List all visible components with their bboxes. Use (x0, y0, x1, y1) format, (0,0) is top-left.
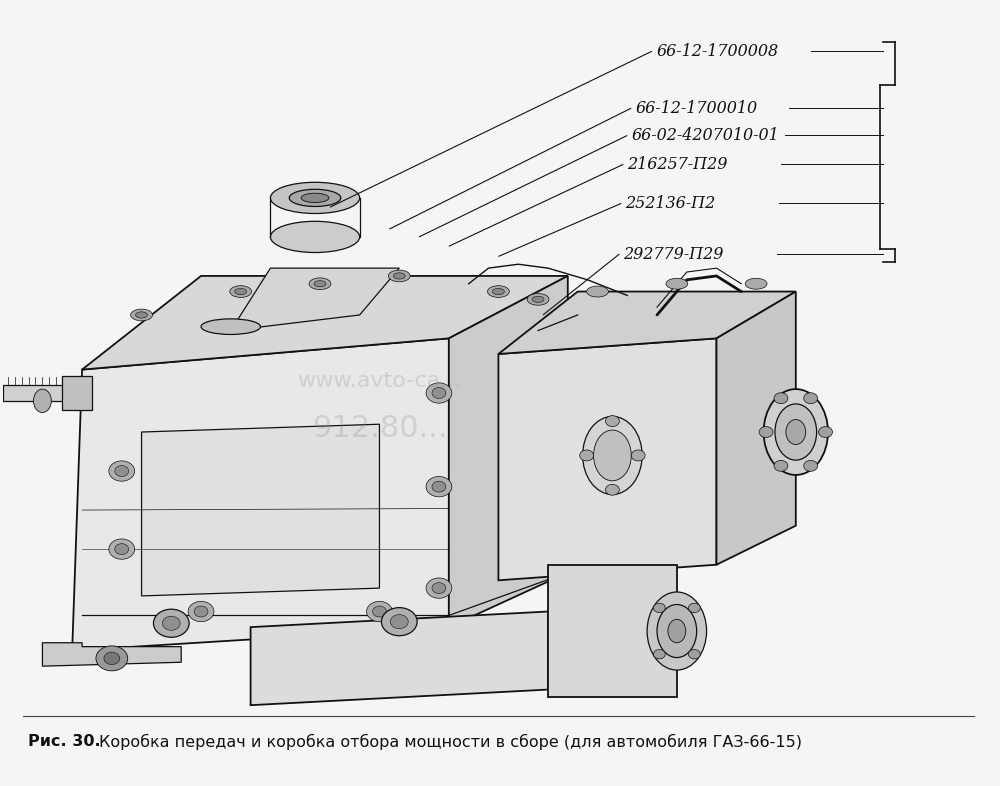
Circle shape (115, 544, 129, 555)
Circle shape (653, 649, 665, 659)
Circle shape (96, 646, 128, 670)
Ellipse shape (270, 182, 360, 214)
Polygon shape (251, 612, 548, 705)
Polygon shape (548, 580, 627, 689)
Circle shape (819, 427, 832, 438)
Ellipse shape (666, 278, 688, 289)
Polygon shape (231, 268, 399, 331)
Ellipse shape (235, 288, 247, 295)
Polygon shape (498, 338, 716, 580)
Circle shape (115, 465, 129, 476)
Circle shape (688, 603, 700, 612)
Circle shape (109, 461, 135, 481)
Ellipse shape (309, 278, 331, 289)
Ellipse shape (764, 389, 828, 475)
Text: 216257-П29: 216257-П29 (627, 156, 728, 173)
Circle shape (631, 450, 645, 461)
Circle shape (605, 416, 619, 427)
Circle shape (367, 601, 392, 622)
Circle shape (426, 476, 452, 497)
Circle shape (162, 616, 180, 630)
Circle shape (188, 601, 214, 622)
Text: Рис. 30.: Рис. 30. (28, 734, 100, 749)
Ellipse shape (201, 319, 261, 335)
Ellipse shape (289, 189, 341, 207)
Polygon shape (72, 338, 449, 651)
Ellipse shape (594, 430, 631, 481)
Circle shape (759, 427, 773, 438)
Text: Коробка передач и коробка отбора мощности в сборе (для автомобиля ГАЗ-66-15): Коробка передач и коробка отбора мощност… (99, 734, 802, 750)
Circle shape (653, 603, 665, 612)
Circle shape (688, 649, 700, 659)
Circle shape (774, 393, 788, 404)
Circle shape (390, 615, 408, 629)
Circle shape (804, 393, 818, 404)
Text: 912.80...: 912.80... (312, 413, 447, 443)
Text: 292779-П29: 292779-П29 (623, 245, 724, 263)
Text: www.avto-са...: www.avto-са... (297, 371, 462, 391)
Ellipse shape (532, 296, 544, 303)
Ellipse shape (647, 592, 707, 670)
Polygon shape (82, 276, 568, 369)
Ellipse shape (230, 285, 252, 297)
Ellipse shape (492, 288, 504, 295)
Ellipse shape (786, 420, 806, 445)
Text: 66-12-1700010: 66-12-1700010 (635, 100, 757, 116)
Circle shape (804, 461, 818, 472)
Ellipse shape (775, 404, 817, 460)
Circle shape (432, 582, 446, 593)
Polygon shape (498, 292, 796, 354)
Ellipse shape (34, 389, 51, 413)
Circle shape (153, 609, 189, 637)
Circle shape (109, 539, 135, 559)
Polygon shape (3, 385, 82, 401)
Ellipse shape (314, 281, 326, 287)
Ellipse shape (657, 604, 697, 658)
Ellipse shape (583, 417, 642, 494)
Polygon shape (449, 276, 568, 627)
Circle shape (426, 578, 452, 598)
Text: 252136-П2: 252136-П2 (625, 195, 716, 212)
Ellipse shape (301, 193, 329, 203)
Polygon shape (42, 643, 181, 667)
Ellipse shape (527, 293, 549, 305)
Ellipse shape (668, 619, 686, 643)
Ellipse shape (393, 273, 405, 279)
Polygon shape (142, 424, 379, 596)
Circle shape (373, 606, 386, 617)
Ellipse shape (388, 270, 410, 282)
Polygon shape (62, 376, 92, 410)
Circle shape (774, 461, 788, 472)
Circle shape (432, 481, 446, 492)
Ellipse shape (745, 278, 767, 289)
Polygon shape (716, 292, 796, 564)
Text: 66-02-4207010-01: 66-02-4207010-01 (631, 127, 779, 144)
Circle shape (432, 387, 446, 399)
Circle shape (104, 652, 120, 665)
Ellipse shape (136, 312, 148, 318)
Circle shape (580, 450, 594, 461)
Ellipse shape (488, 285, 509, 297)
Circle shape (194, 606, 208, 617)
Text: 66-12-1700008: 66-12-1700008 (657, 42, 779, 60)
Polygon shape (548, 564, 677, 697)
Ellipse shape (587, 286, 608, 297)
Circle shape (381, 608, 417, 636)
Ellipse shape (131, 309, 152, 321)
Circle shape (426, 383, 452, 403)
Ellipse shape (270, 222, 360, 252)
Circle shape (605, 484, 619, 495)
